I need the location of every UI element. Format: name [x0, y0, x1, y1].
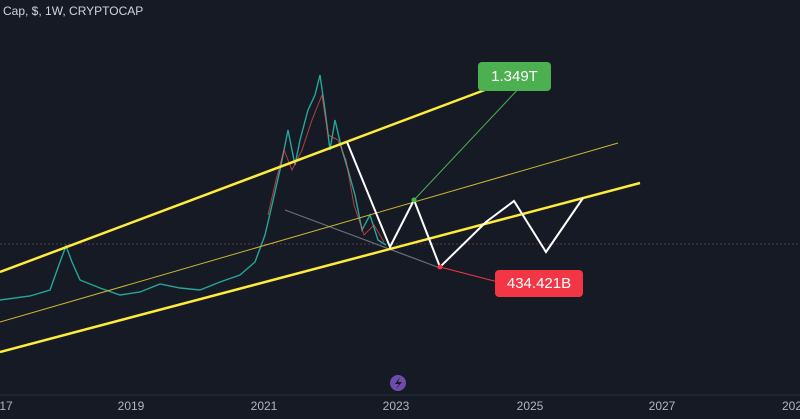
header-title: Cap, $, 1W, CRYPTOCAP	[3, 4, 143, 18]
callout-line-low	[439, 266, 499, 283]
x-axis-label: 202	[782, 399, 800, 413]
callout-box-high	[478, 62, 551, 91]
projection-path	[346, 141, 584, 269]
price-candles-down	[267, 93, 385, 243]
x-axis-label: 2021	[251, 399, 278, 413]
x-axis-label: 2019	[118, 399, 145, 413]
callout-box-low	[495, 270, 583, 297]
x-axis-label: 2027	[649, 399, 676, 413]
price-candles	[0, 74, 387, 301]
x-axis-label: 17	[0, 399, 13, 413]
channel-mid	[0, 142, 619, 323]
callout-text-low: 434.421B	[507, 275, 571, 292]
x-axis-label: 2025	[517, 399, 544, 413]
callout-line-high	[413, 84, 523, 201]
callout-dot-high	[411, 197, 417, 203]
x-axis-label: 2023	[383, 399, 410, 413]
channel-upper	[0, 86, 491, 274]
trend-line	[284, 209, 441, 269]
callout-text-high: 1.349T	[491, 68, 538, 85]
snapshot-icon-bolt	[395, 377, 402, 389]
callout-dot-low	[437, 264, 443, 270]
x-axis: 17 2019 2021 2023 2025 2027 202	[0, 399, 800, 413]
channel-lower	[0, 181, 641, 354]
